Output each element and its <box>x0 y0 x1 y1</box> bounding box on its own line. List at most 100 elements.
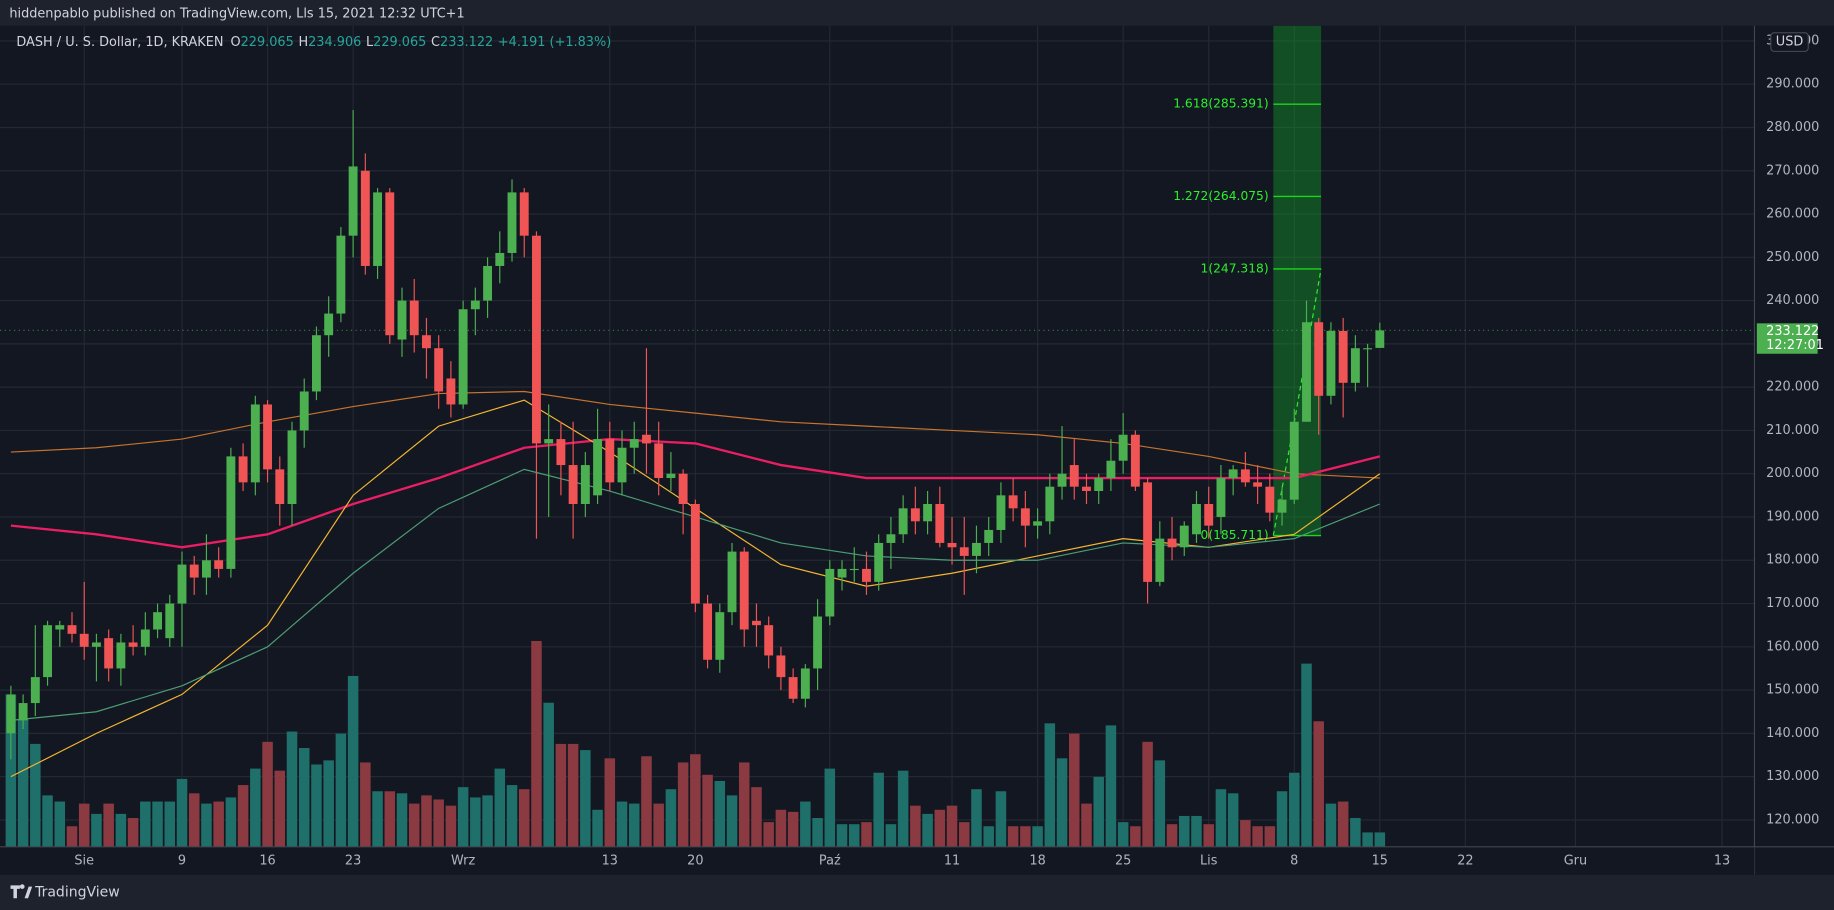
candle-body <box>348 166 358 236</box>
candle-body <box>79 633 89 647</box>
candle-body <box>874 542 884 582</box>
candle-body <box>654 443 664 479</box>
candle-body <box>214 560 224 569</box>
candle-body <box>544 439 554 444</box>
y-tick-label: 120.000 <box>1766 812 1819 827</box>
volume-bar <box>250 768 261 847</box>
volume-bar <box>1337 801 1349 847</box>
candle-body <box>1179 525 1189 548</box>
volume-bar <box>323 760 334 847</box>
candle-body <box>568 465 578 504</box>
currency[interactable]: USD <box>1776 35 1804 50</box>
volume-bar <box>702 774 713 847</box>
candle-body <box>165 603 175 639</box>
volume-bar <box>311 764 322 847</box>
fib-label: 1(247.318) <box>1201 261 1269 275</box>
volume-bar <box>641 756 652 847</box>
candle-layer <box>6 110 1385 760</box>
volume-bar <box>188 793 200 847</box>
candle-body <box>1228 469 1238 479</box>
candle-body <box>1204 503 1214 526</box>
y-tick-label: 210.000 <box>1766 423 1819 438</box>
candle-body <box>1069 465 1079 487</box>
volume-bar <box>1044 723 1056 847</box>
volume-bar <box>751 787 762 847</box>
candle-body <box>434 348 444 392</box>
volume-bar <box>1007 826 1019 847</box>
candle-body <box>862 568 871 582</box>
volume-bar <box>1117 822 1129 847</box>
volume-bar <box>592 809 603 847</box>
candle-body <box>422 335 431 349</box>
fib-label: 1.272(264.075) <box>1173 189 1268 203</box>
volume-bar <box>873 772 884 847</box>
price-axis <box>1754 25 1834 875</box>
last-price: 233.122 <box>1766 324 1819 339</box>
volume-bar <box>531 640 542 847</box>
moving-average <box>10 437 1381 549</box>
y-tick-label: 260.000 <box>1766 207 1819 222</box>
volume-bar <box>628 803 640 847</box>
candle-body <box>813 616 823 669</box>
candle-body <box>409 300 419 336</box>
volume-bar <box>408 803 420 847</box>
y-tick-label: 130.000 <box>1766 769 1819 784</box>
candle-body <box>1192 503 1201 535</box>
volume-bar <box>66 826 78 847</box>
volume-bar <box>274 770 286 847</box>
y-tick-label: 180.000 <box>1766 553 1819 568</box>
symbol-title: DASH / U. S. Dollar, 1D, KRAKEN <box>16 35 223 50</box>
volume-bar <box>1166 824 1178 847</box>
candle-body <box>678 473 688 504</box>
x-tick-label: 13 <box>602 853 618 868</box>
candle-body <box>1338 330 1348 383</box>
y-tick-label: 140.000 <box>1766 726 1819 741</box>
candle-body <box>18 703 28 721</box>
candle-body <box>470 300 480 310</box>
x-tick-label: Lis <box>1200 853 1218 868</box>
y-tick-label: 160.000 <box>1766 639 1819 654</box>
volume-bar <box>690 754 701 847</box>
candle-body <box>1106 460 1116 479</box>
candle-body <box>312 335 321 392</box>
candle-body <box>642 434 651 444</box>
volume-bar <box>1374 832 1386 847</box>
ohlc-label: H <box>298 35 308 50</box>
candle-body <box>1082 486 1091 492</box>
candle-body <box>250 404 260 483</box>
header: hiddenpablo published on TradingView.com… <box>9 7 464 22</box>
volume-bar <box>726 795 738 847</box>
candle-body <box>1240 469 1250 483</box>
candle-body <box>299 391 309 431</box>
candle-body <box>1289 421 1299 500</box>
ohlc-value: 229.065 <box>373 35 426 50</box>
ohlc-label: L <box>366 35 374 50</box>
volume-bar <box>543 702 554 847</box>
legend: DASH / U. S. Dollar, 1D, KRAKEN O 229.065 H… <box>16 35 611 50</box>
change: +4.191 (+1.83%) <box>498 35 611 50</box>
candle-body <box>91 642 101 647</box>
currency-button[interactable] <box>1770 32 1809 53</box>
candle-body <box>923 503 933 522</box>
candle-body <box>752 620 761 626</box>
volume-bar <box>482 795 493 847</box>
candle-body <box>336 235 346 314</box>
volume-bar <box>494 768 506 847</box>
candle-body <box>1045 486 1055 522</box>
candle-body <box>629 439 639 448</box>
x-tick-label: Sie <box>74 853 94 868</box>
moving-average <box>10 390 1380 479</box>
volume-bar <box>677 762 689 847</box>
candle-body <box>837 568 847 578</box>
y-tick-label: 220.000 <box>1766 380 1819 395</box>
volume-bar <box>1301 663 1312 847</box>
ohlc-label: O <box>230 35 240 50</box>
candle-body <box>825 568 835 617</box>
candle-body <box>6 694 16 734</box>
candle-body <box>739 551 749 630</box>
logo <box>10 884 33 899</box>
candle-body <box>984 529 994 543</box>
volume-bar <box>262 741 273 847</box>
